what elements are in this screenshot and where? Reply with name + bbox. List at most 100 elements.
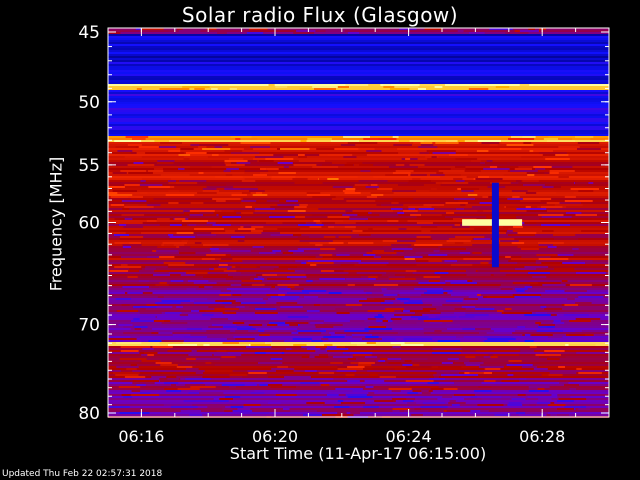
freq-row: [108, 112, 609, 114]
freq-row: [108, 220, 609, 222]
noise-speck: [123, 326, 141, 328]
noise-speck: [393, 250, 404, 252]
noise-speck: [168, 150, 181, 152]
noise-speck: [569, 388, 577, 390]
noise-speck: [261, 232, 280, 234]
noise-speck: [484, 406, 502, 408]
noise-speck: [287, 316, 309, 318]
freq-row: [108, 90, 609, 92]
noise-speck: [560, 340, 577, 342]
noise-speck: [212, 224, 231, 226]
noise-speck: [448, 154, 468, 156]
noise-speck: [543, 138, 558, 140]
heatmap-area: [108, 28, 609, 418]
noise-speck: [501, 396, 511, 398]
noise-speck: [556, 192, 574, 194]
noise-speck: [267, 384, 283, 386]
noise-speck: [437, 174, 461, 176]
freq-row: [108, 96, 609, 98]
noise-speck: [442, 396, 453, 398]
noise-speck: [258, 160, 274, 162]
noise-speck: [258, 362, 283, 364]
noise-speck: [452, 226, 470, 228]
noise-speck: [430, 174, 445, 176]
noise-speck: [227, 274, 257, 276]
freq-row: [108, 266, 609, 268]
noise-speck: [230, 406, 244, 408]
noise-speck: [267, 324, 275, 326]
noise-speck: [244, 178, 272, 180]
noise-speck: [275, 394, 297, 396]
noise-speck: [203, 244, 229, 246]
noise-speck: [169, 224, 182, 226]
noise-speck: [109, 218, 115, 220]
noise-speck: [462, 328, 482, 330]
noise-speck: [508, 138, 535, 140]
noise-speck: [219, 264, 228, 266]
noise-speck: [517, 326, 526, 328]
freq-row: [108, 50, 609, 52]
noise-speck: [190, 202, 204, 204]
noise-speck: [307, 138, 332, 140]
noise-speck: [528, 388, 538, 390]
noise-speck: [337, 368, 363, 370]
noise-speck: [387, 358, 410, 360]
noise-speck: [505, 206, 526, 208]
noise-speck: [198, 172, 204, 174]
noise-speck: [449, 400, 456, 402]
noise-speck: [272, 250, 282, 252]
noise-speck: [486, 160, 493, 162]
noise-speck: [455, 180, 465, 182]
noise-speck: [440, 200, 459, 202]
noise-speck: [399, 294, 422, 296]
y-axis-label: Frequency [MHz]: [46, 156, 66, 292]
freq-row: [108, 130, 609, 132]
noise-speck: [544, 308, 562, 310]
noise-speck: [344, 330, 369, 332]
noise-speck: [399, 28, 417, 30]
noise-speck: [326, 270, 344, 272]
x-tick-label: 06:16: [118, 427, 164, 446]
noise-speck: [183, 156, 208, 158]
noise-speck: [553, 320, 561, 322]
noise-speck: [453, 218, 477, 220]
noise-speck: [365, 220, 388, 222]
noise-speck: [182, 86, 210, 88]
noise-speck: [154, 168, 163, 170]
noise-speck: [190, 386, 216, 388]
freq-row: [108, 38, 609, 40]
noise-speck: [321, 332, 329, 334]
noise-speck: [493, 330, 516, 332]
noise-speck: [404, 360, 412, 362]
noise-speck: [204, 286, 213, 288]
noise-speck: [505, 308, 512, 310]
noise-speck: [181, 240, 189, 242]
noise-speck: [374, 298, 396, 300]
noise-speck: [516, 290, 532, 292]
noise-speck: [493, 354, 520, 356]
freq-row: [108, 350, 609, 352]
noise-speck: [506, 232, 518, 234]
noise-speck: [259, 252, 276, 254]
noise-speck: [409, 376, 431, 378]
noise-speck: [268, 84, 275, 86]
freq-row: [108, 406, 609, 408]
noise-speck: [541, 216, 568, 218]
noise-speck: [455, 236, 485, 238]
noise-speck: [115, 374, 139, 376]
noise-speck: [538, 324, 555, 326]
noise-speck: [517, 262, 536, 264]
freq-row: [108, 250, 609, 252]
freq-row: [108, 358, 609, 360]
noise-speck: [270, 386, 296, 388]
noise-speck: [315, 326, 334, 328]
noise-speck: [325, 176, 336, 178]
noise-speck: [512, 196, 520, 198]
noise-speck: [276, 302, 298, 304]
noise-speck: [142, 348, 154, 350]
freq-row: [108, 138, 609, 140]
noise-speck: [130, 320, 154, 322]
noise-speck: [391, 248, 413, 250]
noise-speck: [528, 28, 535, 30]
noise-speck: [176, 28, 183, 30]
